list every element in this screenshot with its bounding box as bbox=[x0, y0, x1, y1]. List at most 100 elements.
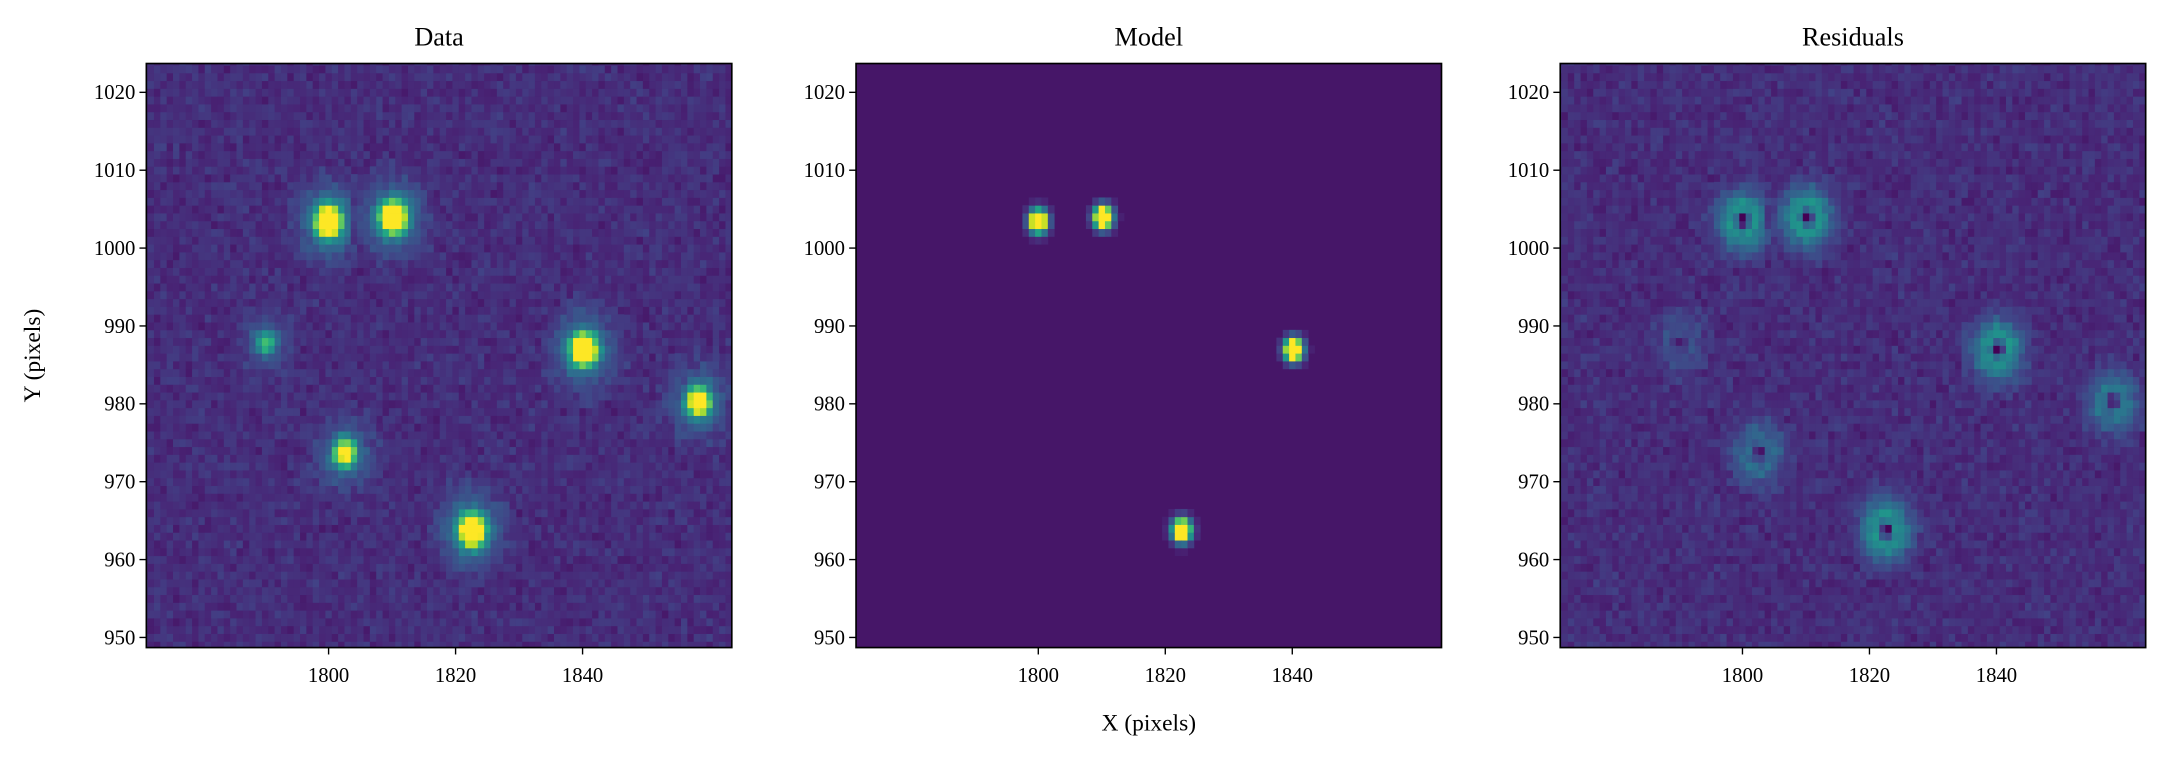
noise-pixel bbox=[204, 431, 212, 440]
noise-pixel bbox=[541, 485, 549, 494]
noise-pixel bbox=[293, 360, 301, 370]
noise-pixel bbox=[166, 345, 174, 354]
noise-pixel bbox=[198, 111, 206, 121]
noise-pixel bbox=[465, 96, 472, 105]
noise-pixel bbox=[173, 571, 180, 580]
noise-pixel bbox=[528, 80, 536, 89]
noise-pixel bbox=[319, 337, 326, 346]
noise-pixel bbox=[300, 275, 307, 284]
noise-pixel bbox=[541, 516, 549, 525]
noise-pixel bbox=[465, 228, 472, 237]
noise-pixel bbox=[350, 267, 358, 276]
noise-pixel bbox=[395, 524, 403, 533]
noise-pixel bbox=[503, 602, 510, 611]
noise-pixel bbox=[268, 407, 276, 416]
noise-pixel bbox=[185, 501, 193, 510]
noise-pixel bbox=[541, 563, 549, 572]
noise-pixel bbox=[350, 360, 358, 370]
noise-pixel bbox=[230, 158, 237, 167]
noise-pixel bbox=[179, 508, 187, 518]
noise-pixel bbox=[287, 111, 295, 121]
noise-pixel bbox=[344, 353, 352, 362]
noise-pixel bbox=[261, 384, 269, 393]
noise-pixel bbox=[420, 298, 428, 307]
noise-pixel bbox=[344, 532, 352, 541]
noise-pixel bbox=[185, 579, 193, 588]
noise-pixel bbox=[477, 119, 485, 128]
noise-pixel bbox=[198, 516, 206, 525]
noise-pixel bbox=[198, 197, 206, 206]
noise-pixel bbox=[363, 80, 371, 89]
noise-pixel bbox=[153, 267, 161, 276]
noise-pixel bbox=[446, 174, 453, 183]
noise-pixel bbox=[522, 446, 530, 455]
noise-pixel bbox=[414, 72, 422, 82]
noise-pixel bbox=[146, 493, 149, 502]
noise-pixel bbox=[147, 345, 155, 354]
noise-pixel bbox=[312, 392, 320, 401]
noise-pixel bbox=[211, 594, 218, 603]
noise-pixel bbox=[541, 283, 549, 292]
noise-pixel bbox=[160, 431, 168, 440]
noise-pixel bbox=[261, 454, 269, 463]
noise-pixel bbox=[153, 337, 161, 346]
noise-pixel bbox=[382, 579, 390, 588]
noise-pixel bbox=[433, 384, 441, 393]
noise-pixel bbox=[420, 368, 428, 377]
noise-pixel bbox=[427, 174, 434, 183]
noise-pixel bbox=[293, 493, 301, 502]
noise-pixel bbox=[280, 594, 288, 603]
noise-pixel bbox=[268, 275, 276, 284]
noise-pixel bbox=[217, 63, 225, 66]
noise-pixel bbox=[198, 610, 206, 619]
noise-pixel bbox=[147, 166, 155, 175]
noise-pixel bbox=[280, 174, 288, 183]
noise-pixel bbox=[515, 423, 523, 432]
noise-pixel bbox=[427, 586, 434, 596]
noise-pixel bbox=[350, 322, 358, 331]
noise-pixel bbox=[166, 158, 174, 167]
noise-pixel bbox=[503, 220, 510, 230]
noise-pixel bbox=[382, 104, 390, 113]
noise-pixel bbox=[198, 127, 206, 136]
noise-pixel bbox=[300, 337, 307, 346]
noise-pixel bbox=[509, 641, 517, 648]
noise-pixel bbox=[407, 641, 415, 648]
noise-pixel bbox=[312, 571, 320, 580]
noise-pixel bbox=[198, 454, 206, 463]
noise-pixel bbox=[439, 446, 447, 455]
noise-pixel bbox=[503, 625, 510, 634]
noise-pixel bbox=[242, 594, 250, 603]
noise-pixel bbox=[534, 127, 542, 136]
noise-pixel bbox=[306, 360, 314, 370]
noise-pixel bbox=[274, 633, 282, 642]
noise-pixel bbox=[344, 641, 352, 648]
noise-pixel bbox=[522, 641, 530, 648]
noise-pixel bbox=[280, 135, 288, 144]
noise-pixel bbox=[363, 547, 371, 557]
noise-pixel bbox=[287, 625, 295, 634]
noise-pixel bbox=[350, 63, 358, 66]
noise-pixel bbox=[496, 415, 504, 424]
noise-pixel bbox=[204, 135, 212, 144]
noise-pixel bbox=[147, 251, 155, 261]
noise-pixel bbox=[446, 104, 453, 113]
noise-pixel bbox=[166, 415, 174, 424]
noise-pixel bbox=[357, 602, 364, 611]
noise-pixel bbox=[465, 63, 472, 66]
noise-pixel bbox=[496, 236, 504, 245]
noise-pixel bbox=[522, 236, 530, 245]
noise-pixel bbox=[541, 150, 549, 159]
noise-pixel bbox=[274, 384, 282, 393]
noise-pixel bbox=[204, 72, 212, 82]
noise-pixel bbox=[414, 540, 422, 549]
noise-pixel bbox=[242, 142, 250, 152]
noise-pixel bbox=[268, 205, 276, 214]
noise-pixel bbox=[255, 633, 263, 642]
noise-pixel bbox=[204, 399, 212, 409]
noise-pixel bbox=[534, 617, 542, 627]
noise-pixel bbox=[280, 166, 288, 175]
noise-pixel bbox=[458, 353, 466, 362]
noise-pixel bbox=[319, 617, 326, 627]
noise-pixel bbox=[223, 65, 231, 74]
